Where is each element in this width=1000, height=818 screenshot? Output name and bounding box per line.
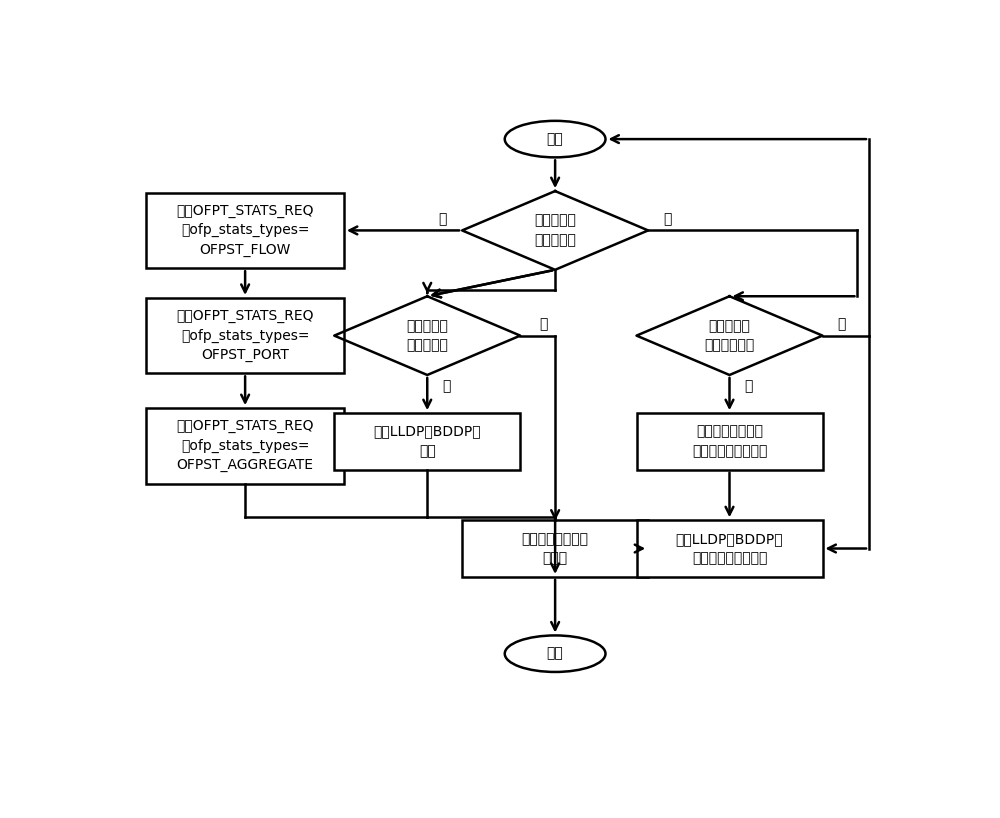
Ellipse shape [505, 121, 606, 157]
Text: 有未处理的
未检测端口: 有未处理的 未检测端口 [406, 319, 448, 353]
Text: 否: 否 [539, 317, 548, 331]
Text: 发送OFPT_STATS_REQ
，ofp_stats_types=
OFPST_FLOW: 发送OFPT_STATS_REQ ，ofp_stats_types= OFPST… [176, 204, 314, 257]
Bar [334, 413, 520, 470]
Text: 检测次数＜
最大检测次数: 检测次数＜ 最大检测次数 [704, 319, 755, 353]
Text: 发送LLDP和BDDP检
测包，检测次数自增: 发送LLDP和BDDP检 测包，检测次数自增 [676, 532, 783, 565]
Bar [462, 520, 648, 577]
Text: 结束: 结束 [547, 647, 564, 661]
Bar [637, 520, 822, 577]
Polygon shape [334, 296, 520, 375]
Bar [146, 408, 344, 483]
Text: 否: 否 [745, 380, 753, 393]
Text: 是: 是 [442, 380, 451, 393]
Bar [146, 193, 344, 268]
Text: 否: 否 [439, 212, 447, 226]
Text: 是: 是 [663, 212, 672, 226]
Ellipse shape [505, 636, 606, 672]
Text: 将端口设为未检测
，从拓扑中删除链路: 将端口设为未检测 ，从拓扑中删除链路 [692, 425, 767, 458]
Text: 是: 是 [838, 317, 846, 331]
Text: 发送LLDP和BDDP检
测包: 发送LLDP和BDDP检 测包 [373, 425, 481, 458]
Text: 发送OFPT_STATS_REQ
，ofp_stats_types=
OFPST_AGGREGATE: 发送OFPT_STATS_REQ ，ofp_stats_types= OFPST… [176, 419, 314, 473]
Text: 有未处理的
已检测端口: 有未处理的 已检测端口 [534, 213, 576, 247]
Bar [637, 413, 822, 470]
Text: 发送OFPT_STATS_REQ
，ofp_stats_types=
OFPST_PORT: 发送OFPT_STATS_REQ ，ofp_stats_types= OFPST… [176, 309, 314, 362]
Text: 开始: 开始 [547, 132, 564, 146]
Polygon shape [462, 191, 648, 270]
Bar [146, 298, 344, 373]
Polygon shape [637, 296, 822, 375]
Text: 一段时间后循环执
行一次: 一段时间后循环执 行一次 [522, 532, 589, 565]
